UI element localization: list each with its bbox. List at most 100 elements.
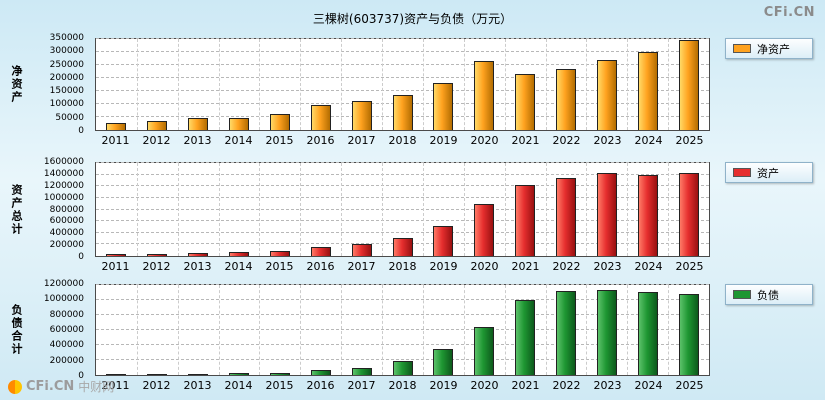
x-axis-labels: 2011 2012 2013 2014 2015 2016 2017 2018 2019 2020… [95,379,710,392]
y-tick-label: 150000 [49,86,84,97]
x-tick-label: 2019 [429,379,458,392]
y-tick-label: 200000 [49,355,84,366]
gridline-v [177,285,179,375]
bar-net-assets-2011 [106,122,127,130]
plot-area [95,284,710,376]
gridline-v [382,285,384,375]
gridline-v [422,285,424,375]
gridline-h [96,299,709,300]
x-tick-label: 2011 [101,260,130,273]
y-tick-label: 0 [78,371,84,381]
bar-net-assets-2013 [188,118,209,130]
x-tick-label: 2022 [552,134,581,147]
bar-total-assets-2025 [678,173,699,256]
gridline-v [300,285,302,375]
liabilities-chart: 负债合计 0 200000 400000 600000 800000 1000000 120… [0,279,825,396]
y-tick-label: 1000000 [43,192,84,203]
gridline-v [422,163,424,256]
gridline-v [218,39,220,130]
gridline-v [504,285,506,375]
x-tick-label: 2013 [183,260,212,273]
gridline-h [96,196,709,198]
gridline-v [136,163,138,256]
y-tick-label: 250000 [49,59,84,70]
bar-total-liabilities-2020 [474,327,495,375]
bar-total-assets-2020 [474,203,495,256]
gridline-h [96,64,709,65]
y-tick-label: 1200000 [43,279,84,289]
bar-net-assets-2017 [351,101,372,130]
bar-total-assets-2024 [637,174,658,256]
gridline-v [504,163,506,256]
plot-area [95,38,710,131]
legend-swatch [733,290,751,299]
gridline-v [136,285,138,375]
x-tick-label: 2023 [593,260,622,273]
gridline-h [96,220,709,222]
y-tick-label: 600000 [49,216,84,227]
legend-net-assets: 净资产 [725,38,813,59]
x-tick-label: 2015 [265,379,294,392]
x-tick-label: 2023 [593,134,622,147]
y-tick-label: 100000 [49,99,84,110]
bar-total-assets-2022 [555,177,576,256]
bar-net-assets-2024 [637,52,658,130]
x-tick-label: 2025 [675,379,704,392]
bar-net-assets-2018 [392,94,413,130]
legend-label: 资产 [757,166,779,180]
bar-total-liabilities-2017 [351,367,372,375]
gridline-v [627,285,629,375]
y-axis-ticks: 0 200000 400000 600000 800000 1000000 1200000 1… [0,157,88,262]
gridline-v [177,163,179,256]
gridline-v [300,39,302,130]
bar-net-assets-2016 [310,105,331,130]
x-tick-label: 2022 [552,379,581,392]
watermark-brand: CFi.CN [26,379,75,394]
bar-net-assets-2019 [433,83,454,130]
x-tick-label: 2016 [306,379,335,392]
y-axis-title: 负债合计 [10,304,23,356]
x-axis-labels: 2011 2012 2013 2014 2015 2016 2017 2018 2019 2020… [95,260,710,273]
gridline-v [586,163,588,256]
x-tick-label: 2018 [388,134,417,147]
y-tick-label: 200000 [49,240,84,251]
gridline-h [96,329,709,330]
bar-net-assets-2023 [596,59,617,130]
bar-total-liabilities-2025 [678,294,699,375]
x-tick-label: 2025 [675,260,704,273]
x-tick-label: 2015 [265,134,294,147]
total-assets-chart: 资产总计 0 200000 400000 600000 800000 1000000 120… [0,157,825,276]
gridline-v [422,39,424,130]
legend-assets: 资产 [725,162,813,183]
x-tick-label: 2024 [634,134,663,147]
bar-total-assets-2016 [310,246,331,256]
gridline-h [96,231,709,233]
x-tick-label: 2014 [224,260,253,273]
bar-total-liabilities-2024 [637,292,658,375]
gridline-h [96,90,709,91]
gridline-v [668,39,670,130]
legend-swatch [733,168,751,177]
gridline-h [96,208,709,210]
bar-total-assets-2011 [106,253,127,256]
gridline-v [627,39,629,130]
bar-total-assets-2017 [351,244,372,256]
bar-total-liabilities-2018 [392,361,413,375]
y-tick-label: 1000000 [43,294,84,305]
x-tick-label: 2019 [429,134,458,147]
bar-net-assets-2012 [147,120,168,130]
y-axis-title: 净资产 [10,65,23,104]
x-axis-labels: 2011 2012 2013 2014 2015 2016 2017 2018 2019 2020… [95,134,710,147]
gridline-h [96,284,709,285]
x-tick-label: 2017 [347,260,376,273]
x-tick-label: 2011 [101,379,130,392]
gridline-v [341,163,343,256]
bar-total-liabilities-2019 [433,348,454,375]
x-tick-label: 2020 [470,134,499,147]
bar-total-assets-2021 [515,185,536,256]
gridline-h [96,77,709,78]
gridline-v [504,39,506,130]
y-tick-label: 0 [78,126,84,136]
gridline-h [96,185,709,187]
x-tick-label: 2013 [183,379,212,392]
